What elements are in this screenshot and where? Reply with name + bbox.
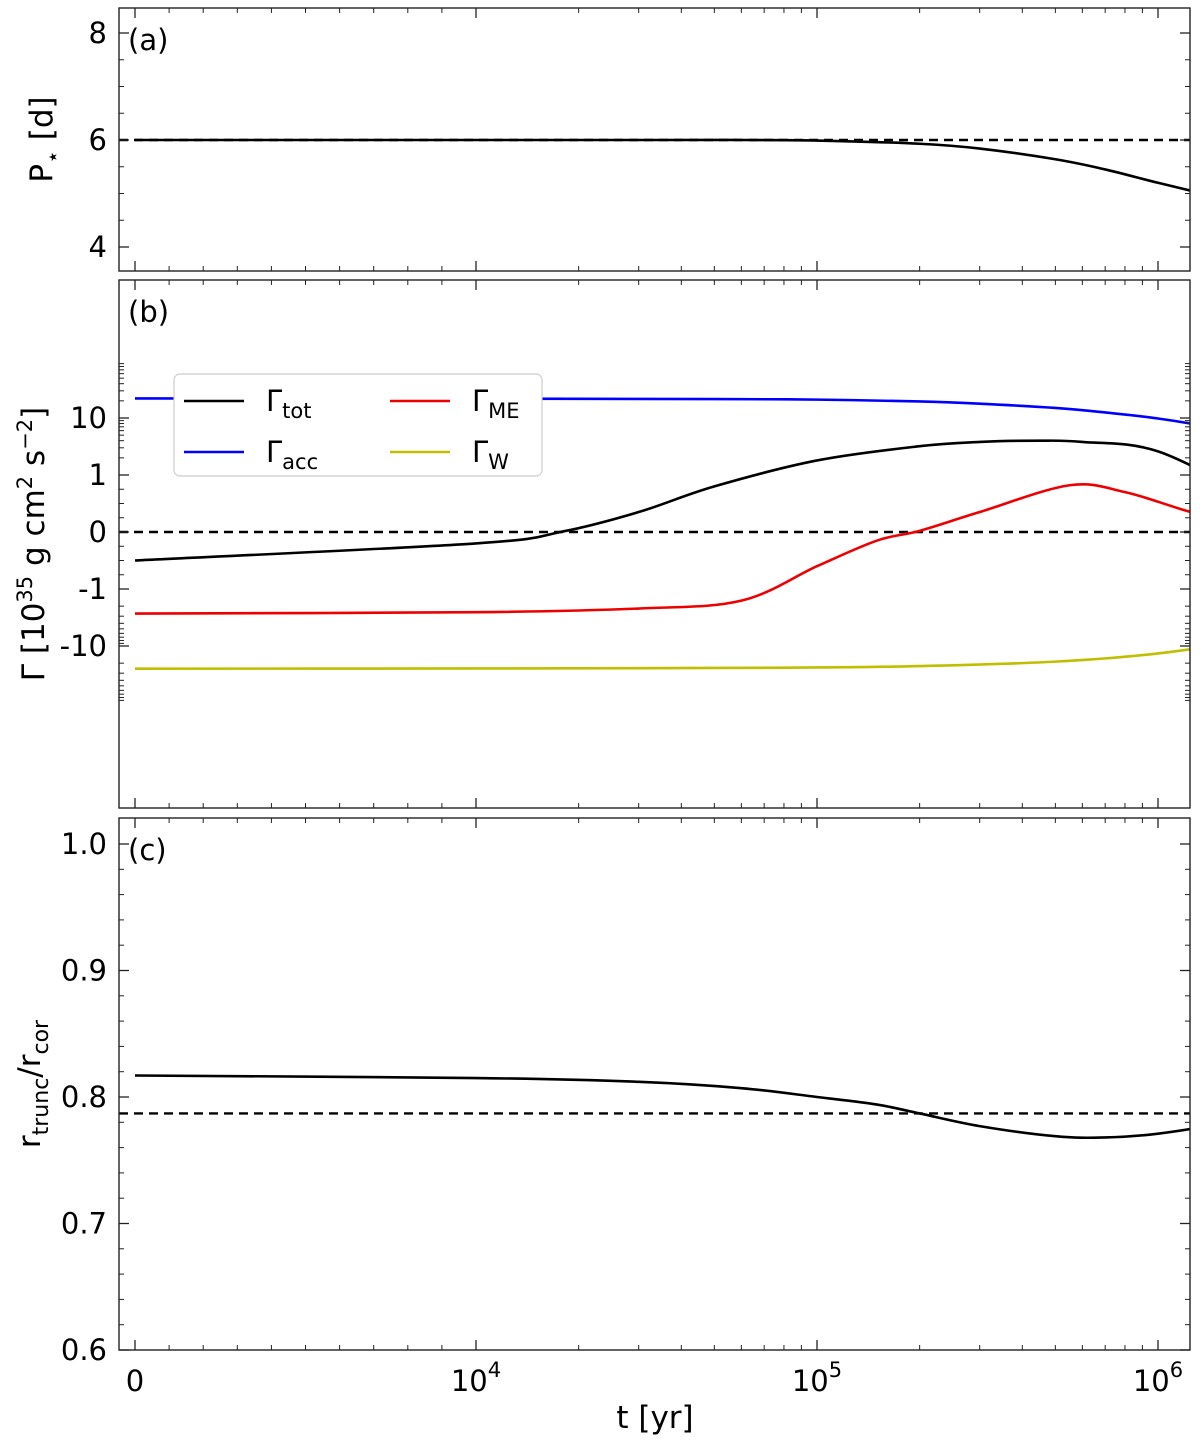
y-tick-label: 8 — [89, 16, 107, 50]
series-line-tot — [134, 439, 1190, 562]
panel-label: (b) — [128, 295, 169, 329]
y-axis-label: rtrunc/rcor — [12, 1019, 54, 1148]
x-tick-label: 0 — [126, 1364, 144, 1398]
label-sup: −2 — [13, 419, 37, 450]
series-line-tot — [134, 1074, 1190, 1140]
series-line-ME — [134, 483, 1190, 615]
label-base: Γ [10 — [16, 603, 52, 682]
legend-sub: W — [488, 450, 509, 474]
y-tick-label: 6 — [89, 123, 107, 157]
label-mid: /r — [12, 1054, 48, 1077]
panel-c: 0.6 0.7 0.8 0.9 1.0 (c) rtrunc/rcor — [12, 817, 1191, 1367]
label-sub: trunc — [29, 1078, 54, 1136]
y-tick-label: 1.0 — [61, 827, 107, 861]
legend-item-tot: Γtot — [184, 384, 312, 423]
plot-area — [119, 1074, 1190, 1140]
panel-frame — [118, 817, 1191, 1351]
y-tick-label: 0.9 — [61, 954, 107, 988]
y-tick-label: 0.8 — [61, 1080, 107, 1114]
legend-base: Γ — [266, 435, 282, 469]
legend-base: Γ — [266, 384, 282, 418]
y-tick-label: 0.6 — [61, 1333, 107, 1367]
legend-box — [173, 373, 543, 477]
label-sub: ⋆ — [41, 150, 66, 164]
legend-sub: acc — [282, 450, 318, 474]
plot-area — [119, 138, 1190, 192]
x-tick-label: 105 — [792, 1358, 842, 1398]
label-sup: 35 — [13, 576, 37, 603]
legend-base: Γ — [472, 435, 488, 469]
x-tick-label: 104 — [451, 1358, 501, 1398]
label-base: r — [12, 1135, 48, 1148]
label-post: ] — [16, 407, 52, 419]
label-mid: s — [16, 450, 52, 476]
y-tick-label: 1 — [89, 458, 107, 492]
tick-base: 10 — [451, 1364, 488, 1398]
legend-sub: tot — [282, 399, 311, 423]
label-unit: [d] — [24, 96, 60, 150]
y-tick-label: -10 — [60, 629, 107, 663]
panel-label: (c) — [128, 833, 167, 867]
label-mid: g cm — [16, 489, 52, 576]
series-line-acc — [134, 397, 1190, 425]
plot-area — [119, 397, 1190, 670]
x-tick-label: 106 — [1133, 1358, 1183, 1398]
tick-exp: 5 — [829, 1358, 842, 1382]
panel-label: (a) — [128, 23, 168, 57]
label-base: P — [24, 164, 60, 183]
y-tick-label: 0.7 — [61, 1207, 107, 1241]
panel-frame — [118, 279, 1191, 809]
legend-item-W: ΓW — [390, 435, 509, 474]
y-tick-label: -1 — [78, 572, 107, 606]
panel-a: 4 6 8 (a) P⋆ [d] — [24, 7, 1191, 272]
legend-item-acc: Γacc — [184, 435, 318, 474]
tick-base: 10 — [1133, 1364, 1170, 1398]
series-line-W — [134, 647, 1190, 670]
label-sup: 2 — [13, 476, 37, 489]
y-axis-label: P⋆ [d] — [24, 96, 66, 182]
legend-base: Γ — [472, 384, 488, 418]
panel-frame — [118, 7, 1191, 272]
legend-label-ME: ΓME — [472, 384, 520, 423]
tick-base: 0 — [126, 1364, 144, 1398]
y-tick-label: 4 — [89, 230, 107, 264]
legend-label-W: ΓW — [472, 435, 509, 474]
tick-exp: 6 — [1170, 1358, 1183, 1382]
tick-base: 10 — [792, 1364, 829, 1398]
series-line-tot — [135, 138, 1190, 192]
y-axis-label: Γ [1035 g cm2 s−2] — [13, 407, 52, 682]
y-tick-label: 0 — [89, 515, 107, 549]
y-tick-label: 10 — [70, 401, 107, 435]
tick-exp: 4 — [488, 1358, 501, 1382]
legend-item-ME: ΓME — [390, 384, 520, 423]
legend-label-tot: Γtot — [266, 384, 312, 423]
x-axis-label: t [yr] — [616, 1400, 693, 1436]
legend-sub: ME — [488, 399, 519, 423]
label-sub: cor — [29, 1019, 54, 1055]
legend-label-acc: Γacc — [266, 435, 318, 474]
